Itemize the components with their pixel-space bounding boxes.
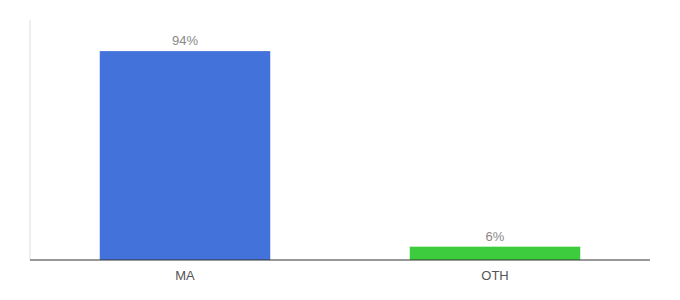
x-tick-label: OTH	[481, 268, 508, 283]
data-label: 6%	[486, 229, 505, 244]
chart-svg: MA OTH 94% 6%	[0, 0, 680, 300]
y-axis-line	[30, 20, 31, 260]
chart-container: MA OTH 94% 6%	[0, 0, 680, 300]
data-label: 94%	[172, 33, 198, 48]
bar	[410, 247, 581, 260]
bars	[100, 51, 581, 260]
bar	[100, 51, 271, 260]
x-tick-label: MA	[175, 268, 195, 283]
x-axis-line	[30, 260, 650, 261]
